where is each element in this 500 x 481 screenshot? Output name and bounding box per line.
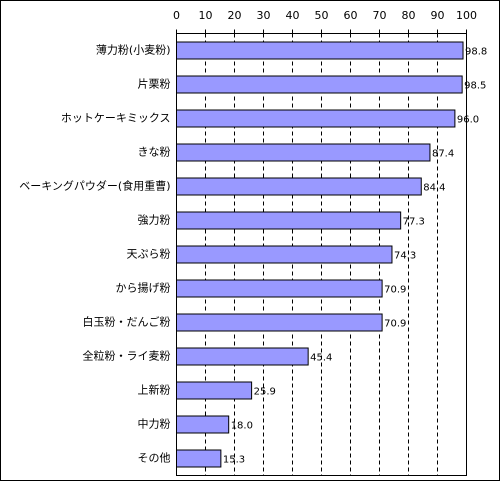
bar: [176, 211, 402, 230]
y-tick-label: ホットケーキミックス: [61, 112, 171, 125]
y-tick-label: 薄力粉(小麦粉): [96, 43, 171, 57]
y-tick-label: 全粒粉・ライ麦粉: [83, 349, 171, 363]
y-tick-label: その他: [138, 452, 171, 465]
x-tick-label: 20: [228, 9, 242, 22]
y-tick-label: 強力粉: [138, 214, 171, 227]
value-label: 84.4: [423, 183, 445, 194]
bar: [176, 313, 383, 332]
y-tick-label: ベーキングパウダー(食用重曹): [19, 179, 170, 193]
x-tick-label: 90: [431, 9, 445, 22]
bar: [176, 279, 383, 298]
bar: [176, 347, 309, 366]
bar: [176, 177, 422, 196]
bar: [176, 41, 464, 60]
value-label: 74.3: [394, 251, 416, 262]
x-tick-label: 0: [173, 9, 180, 22]
y-tick-label: 中力粉: [138, 418, 171, 431]
value-label: 96.0: [457, 115, 479, 126]
x-tick-label: 80: [402, 9, 416, 22]
x-tick-label: 100: [456, 9, 477, 22]
bar: [176, 143, 431, 162]
value-label: 70.9: [384, 319, 406, 330]
y-tick-label: 片栗粉: [138, 78, 171, 91]
x-tick-label: 30: [257, 9, 271, 22]
x-tick-label: 50: [315, 9, 329, 22]
y-tick-label: 白玉粉・だんご粉: [83, 315, 171, 329]
y-tick-label: きな粉: [138, 146, 171, 159]
value-label: 77.3: [403, 217, 425, 228]
x-tick-label: 40: [286, 9, 300, 22]
x-tick-label: 70: [373, 9, 387, 22]
bar: [176, 75, 463, 94]
y-tick-label: から揚げ粉: [116, 282, 171, 295]
value-label: 70.9: [384, 285, 406, 296]
bar: [176, 381, 253, 400]
value-label: 98.8: [465, 47, 487, 58]
value-label: 45.4: [310, 353, 332, 364]
x-tick-label: 10: [199, 9, 213, 22]
y-tick-label: 上新粉: [138, 383, 171, 397]
bar: [176, 109, 456, 128]
bar: [176, 245, 393, 264]
value-label: 15.3: [223, 455, 245, 466]
bar: [176, 449, 222, 468]
bar: [176, 415, 230, 434]
value-label: 87.4: [432, 149, 454, 160]
value-label: 18.0: [231, 421, 253, 432]
y-tick-label: 天ぷら粉: [127, 248, 171, 261]
value-label: 98.5: [464, 81, 486, 92]
value-label: 25.9: [254, 387, 276, 398]
x-tick-label: 60: [344, 9, 358, 22]
